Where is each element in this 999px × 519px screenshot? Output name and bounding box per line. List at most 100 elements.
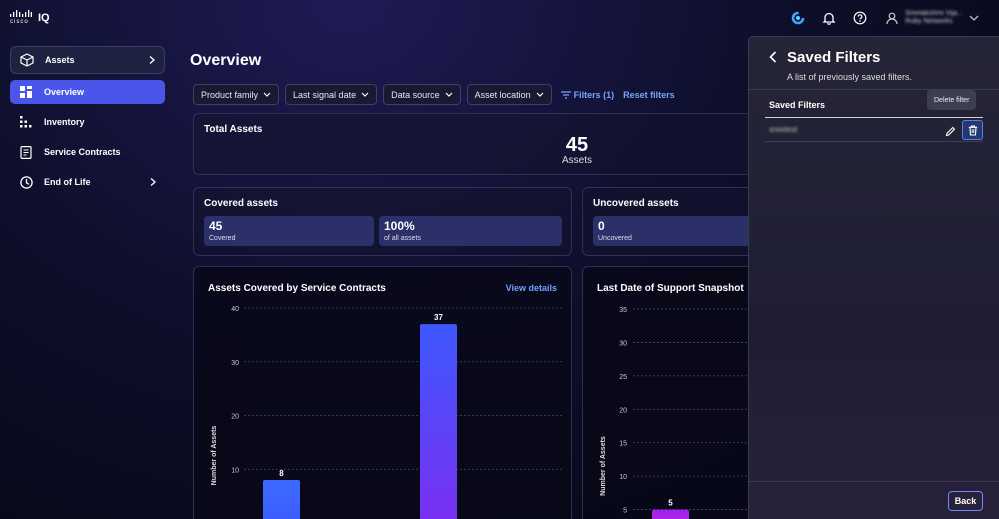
chevron-down-icon: [263, 92, 271, 97]
sidebar-item-inventory[interactable]: Inventory: [10, 110, 165, 134]
divider: [765, 117, 983, 118]
bar[interactable]: [420, 324, 457, 519]
divider: [749, 481, 999, 482]
y-tick-label: 15: [619, 441, 627, 448]
y-tick-label: 35: [619, 307, 627, 314]
chevron-down-icon: [445, 92, 453, 97]
bar-value-label: 5: [668, 499, 673, 508]
view-details-link[interactable]: View details: [505, 283, 557, 293]
filter-asset-location[interactable]: Asset location: [466, 84, 552, 105]
card-title: Uncovered assets: [593, 198, 679, 209]
coverage-bar-chart: Number of Assets 10 20 30 40 8 37: [211, 306, 562, 519]
chart-title: Assets Covered by Service Contracts: [208, 283, 386, 294]
card-title: Covered assets: [204, 198, 278, 209]
total-assets-card: Total Assets 45 Assets: [193, 113, 763, 175]
filter-label: Asset location: [474, 89, 531, 100]
panel-subtitle: A list of previously saved filters.: [787, 72, 913, 82]
sidebar-item-assets[interactable]: Assets: [10, 46, 165, 74]
pencil-icon: [945, 126, 955, 136]
y-tick-label: 30: [231, 360, 239, 367]
covered-assets-card: Covered assets 45 Covered 100% of all as…: [193, 187, 572, 256]
sidebar-item-label: End of Life: [44, 177, 91, 187]
bar-value-label: 8: [279, 469, 284, 478]
chart-title: Last Date of Support Snapshot: [597, 283, 744, 294]
cisco-bars-icon: [10, 10, 32, 17]
sidebar-item-label: Service Contracts: [44, 147, 121, 157]
help-icon[interactable]: [850, 8, 870, 28]
filters-link[interactable]: Filters (1): [560, 89, 615, 100]
stat-value: 100%: [384, 219, 415, 233]
chevron-right-icon: [149, 56, 155, 64]
user-name: Sreelakshmi Vija...: [905, 10, 963, 17]
stat-label: Uncovered: [598, 235, 632, 242]
cisco-logo[interactable]: cisco IQ: [10, 10, 50, 25]
chevron-down-icon: [969, 15, 979, 21]
trash-icon: [968, 124, 977, 136]
sidebar-item-service-contracts[interactable]: Service Contracts: [10, 140, 165, 164]
y-axis-label: Number of Assets: [600, 436, 607, 496]
filter-product-family[interactable]: Product family: [193, 84, 280, 105]
contract-icon: [19, 145, 33, 159]
page-title: Overview: [190, 52, 262, 69]
delete-filter-button[interactable]: [962, 120, 983, 140]
coverage-chart-card: Assets Covered by Service Contracts View…: [193, 266, 572, 519]
top-bar: cisco IQ Sreelakshmi Vija... Ruby Networ…: [0, 0, 999, 36]
back-arrow-icon[interactable]: [769, 51, 777, 63]
stat-value: 0: [598, 219, 605, 233]
stat-value: 45: [209, 219, 223, 233]
product-name: IQ: [38, 11, 50, 24]
saved-filters-column-header: Saved Filters: [769, 100, 826, 110]
y-axis-label: Number of Assets: [211, 426, 218, 486]
saved-filter-name[interactable]: sreetest: [769, 125, 798, 134]
total-assets-label: Assets: [561, 155, 592, 166]
bell-icon[interactable]: [819, 8, 839, 28]
bar[interactable]: [263, 480, 300, 519]
filter-bar: Product family Last signal date Data sou…: [193, 84, 675, 105]
covered-percent-stat: 100% of all assets: [379, 216, 562, 246]
divider: [765, 141, 983, 142]
reset-filters-link[interactable]: Reset filters: [623, 89, 675, 100]
y-tick-label: 20: [231, 414, 239, 421]
filter-data-source[interactable]: Data source: [383, 84, 461, 105]
grid-icon: [19, 85, 33, 99]
sidebar-item-end-of-life[interactable]: End of Life: [10, 170, 165, 194]
assistant-icon[interactable]: [788, 8, 808, 28]
bar-value-label: 37: [434, 313, 443, 322]
stat-label: Covered: [209, 235, 236, 242]
clock-icon: [19, 175, 33, 189]
user-menu[interactable]: Sreelakshmi Vija... Ruby Networks: [885, 10, 979, 26]
filter-label: Last signal date: [293, 89, 357, 100]
edit-filter-button[interactable]: [942, 123, 958, 139]
delete-tooltip: Delete filter: [927, 90, 977, 110]
y-tick-label: 10: [231, 467, 239, 474]
inventory-icon: [19, 115, 33, 129]
chevron-right-icon: [150, 178, 156, 186]
sidebar-item-label: Overview: [44, 87, 85, 97]
filter-label: Data source: [391, 89, 440, 100]
sidebar-item-overview[interactable]: Overview: [10, 80, 165, 104]
chevron-down-icon: [536, 92, 544, 97]
card-title: Total Assets: [204, 124, 263, 135]
y-tick-label: 20: [619, 407, 627, 414]
sidebar-item-label: Assets: [45, 55, 75, 65]
total-assets-value: 45: [565, 134, 589, 156]
bar[interactable]: [652, 509, 689, 519]
filter-label: Product family: [201, 89, 259, 100]
y-tick-label: 10: [619, 474, 627, 481]
logo-text: cisco: [10, 19, 29, 25]
chevron-down-icon: [361, 92, 369, 97]
box-icon: [20, 53, 34, 67]
back-button[interactable]: Back: [948, 491, 983, 511]
divider: [749, 89, 999, 90]
filters-link-label: Filters (1): [573, 89, 615, 100]
uncovered-assets-card: Uncovered assets 0 Uncovered: [582, 187, 782, 256]
y-tick-label: 30: [619, 340, 627, 347]
covered-stat: 45 Covered: [204, 216, 374, 246]
y-tick-label: 5: [623, 508, 627, 515]
user-org: Ruby Networks: [905, 18, 953, 25]
filter-last-signal-date[interactable]: Last signal date: [285, 84, 378, 105]
sidebar-item-label: Inventory: [44, 117, 85, 127]
y-tick-label: 25: [619, 374, 627, 381]
stat-label: of all assets: [384, 235, 421, 242]
uncovered-stat: 0 Uncovered: [593, 216, 768, 246]
